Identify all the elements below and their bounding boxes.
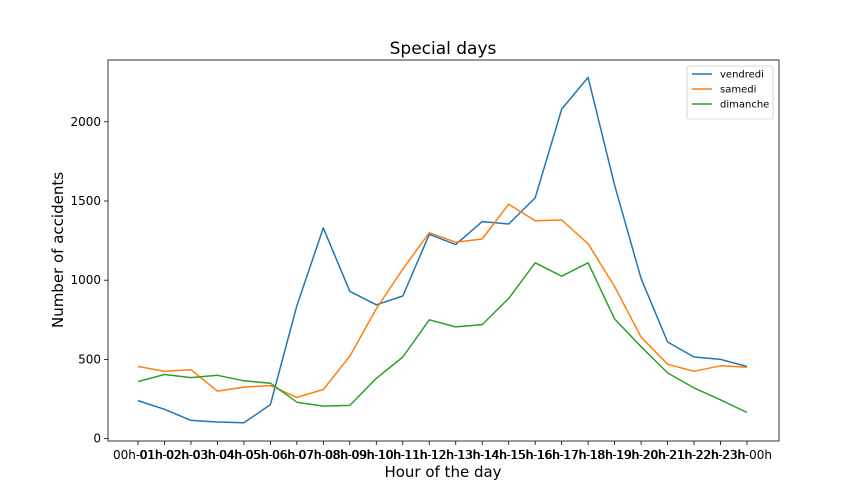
y-axis-title: Number of accidents [49, 172, 67, 328]
x-tick-label: 10h-11h [378, 448, 428, 462]
x-tick-label: 23h-00h [722, 448, 772, 462]
series-line-samedi [137, 203, 748, 399]
y-tick-label: 0 [93, 432, 101, 446]
y-axis: 0 500 1000 1500 2000 [70, 115, 108, 446]
x-tick-label: 15h-16h [510, 448, 560, 462]
x-tick-label: 21h-22h [669, 448, 719, 462]
x-tick-label: 05h-06h [245, 448, 295, 462]
legend: vendredi samedi dimanche [686, 65, 774, 120]
y-tick-label: 1500 [70, 194, 101, 208]
x-tick-label: 00h-01h [113, 448, 163, 462]
x-tick-label: 08h-09h [325, 448, 375, 462]
y-tick-label: 2000 [70, 115, 101, 129]
plot-area [107, 59, 780, 442]
legend-box [686, 65, 774, 120]
x-tick-label: 20h-21h [643, 448, 693, 462]
chart-title: Special days [390, 39, 497, 59]
x-tick-label: 01h-02h [139, 448, 189, 462]
series-lines [137, 76, 748, 424]
x-tick-label: 09h-10h [351, 448, 401, 462]
y-tick-label: 1000 [70, 273, 101, 287]
x-tick-label: 07h-08h [298, 448, 348, 462]
x-tick-label: 06h-07h [272, 448, 322, 462]
legend-label: vendredi [720, 70, 764, 81]
x-tick-label: 18h-19h [590, 448, 640, 462]
x-axis-title: Hour of the day [384, 463, 501, 481]
x-tick-label: 19h-20h [616, 448, 666, 462]
x-tick-label: 16h-17h [537, 448, 587, 462]
x-tick-label: 04h-05h [219, 448, 269, 462]
x-tick-label: 02h-03h [166, 448, 216, 462]
x-tick-label: 22h-23h [695, 448, 745, 462]
legend-label: samedi [720, 85, 756, 96]
x-tick-label: 17h-18h [563, 448, 613, 462]
x-tick-label: 03h-04h [192, 448, 242, 462]
y-tick-label: 500 [78, 352, 101, 366]
x-tick-label: 14h-15h [484, 448, 534, 462]
legend-label: dimanche [720, 100, 769, 111]
x-tick-label: 12h-13h [431, 448, 481, 462]
x-tick-label: 11h-12h [404, 448, 454, 462]
series-line-vendredi [137, 76, 748, 424]
series-line-dimanche [137, 262, 748, 414]
x-tick-label: 13h-14h [457, 448, 507, 462]
x-axis: 00h-01h01h-02h02h-03h03h-04h04h-05h05h-0… [113, 441, 772, 462]
